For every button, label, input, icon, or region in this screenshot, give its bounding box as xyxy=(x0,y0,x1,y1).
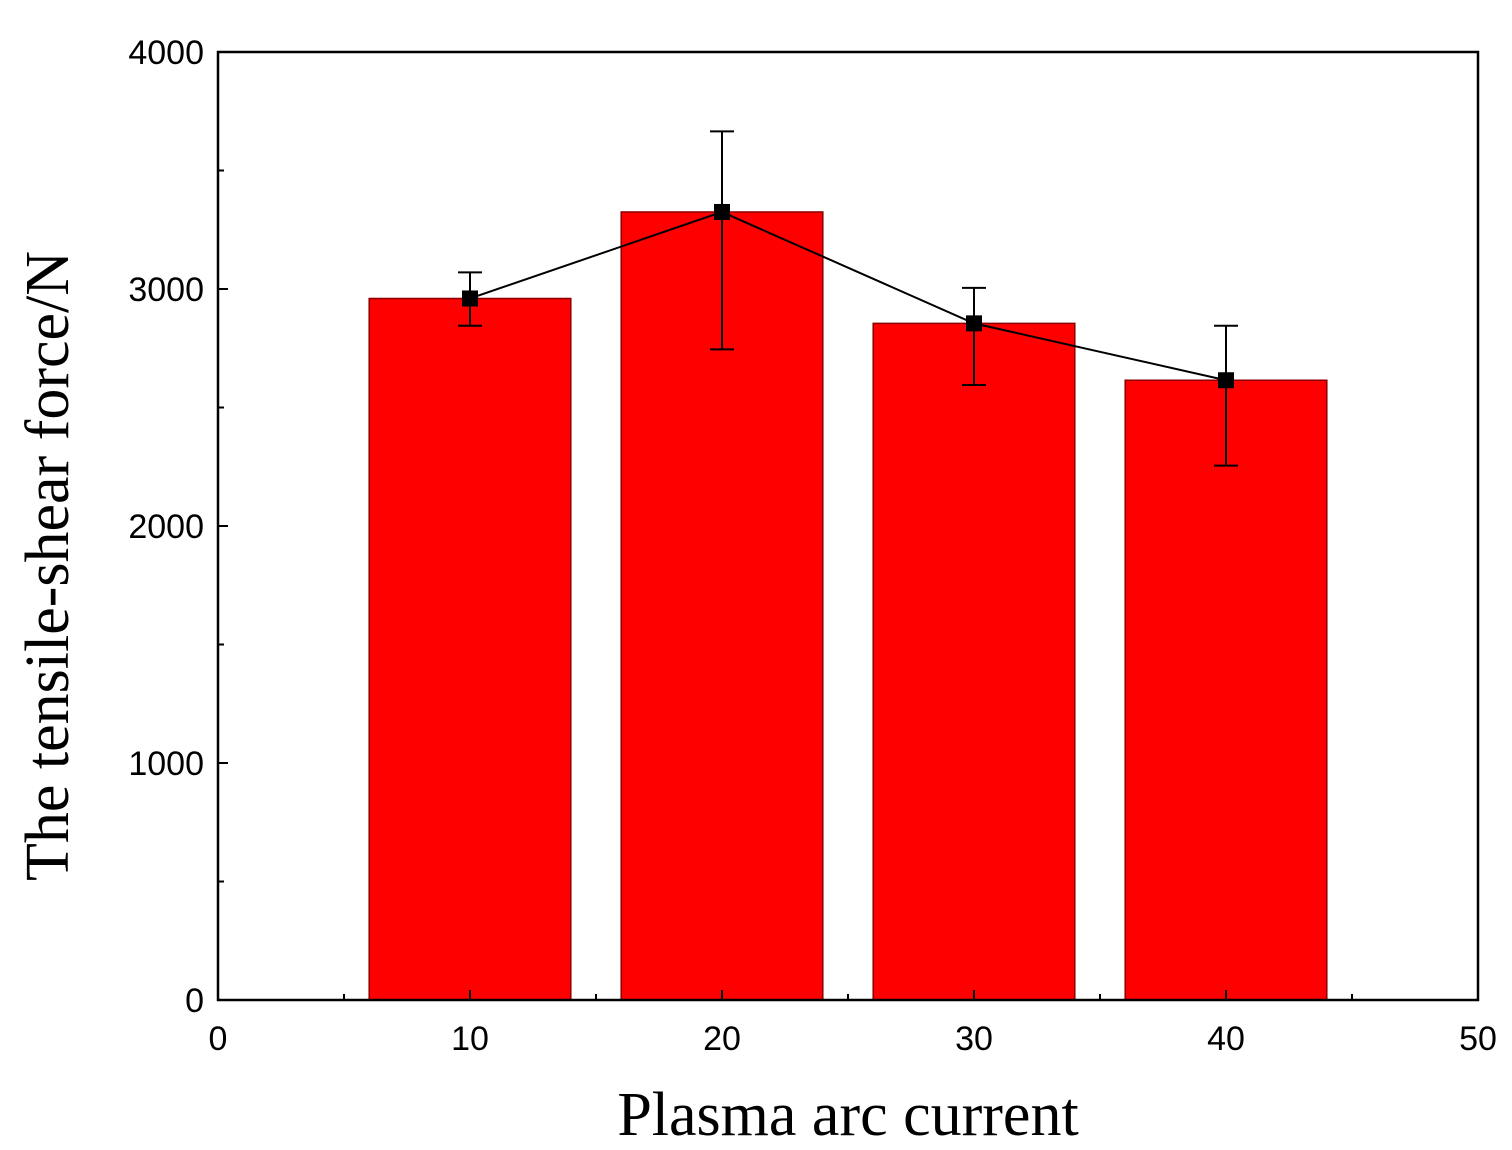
bars-layer xyxy=(368,211,1328,1001)
series-line xyxy=(469,210,1227,382)
x-tick-label: 20 xyxy=(703,1020,741,1058)
error-bars-layer xyxy=(458,130,1238,467)
point-20 xyxy=(714,203,730,220)
bar-10 xyxy=(368,297,572,1001)
point-30 xyxy=(966,315,982,332)
bar-40 xyxy=(1124,379,1328,1001)
point-10 xyxy=(462,290,478,307)
y-tick-label: 2000 xyxy=(128,508,204,546)
y-axis-title: The tensile-shear force/N xyxy=(14,251,82,881)
y-tick-label: 3000 xyxy=(128,271,204,309)
x-axis-title: Plasma arc current xyxy=(617,1081,1078,1149)
x-tick-label: 40 xyxy=(1207,1020,1245,1058)
y-tick-label: 4000 xyxy=(128,34,204,72)
x-tick-label: 10 xyxy=(451,1020,489,1058)
point-40 xyxy=(1218,372,1234,389)
x-tick-label: 0 xyxy=(209,1020,228,1058)
x-tick-label: 50 xyxy=(1459,1020,1497,1058)
y-tick-label: 1000 xyxy=(128,745,204,783)
ticks-layer: 0 10 20 30 40 50 0 1000 2000 3000 4000 xyxy=(128,34,1497,1058)
y-tick-label: 0 xyxy=(185,982,204,1020)
overlay-line-layer xyxy=(462,203,1234,389)
bar-30 xyxy=(872,322,1076,1001)
x-tick-label: 30 xyxy=(955,1020,993,1058)
